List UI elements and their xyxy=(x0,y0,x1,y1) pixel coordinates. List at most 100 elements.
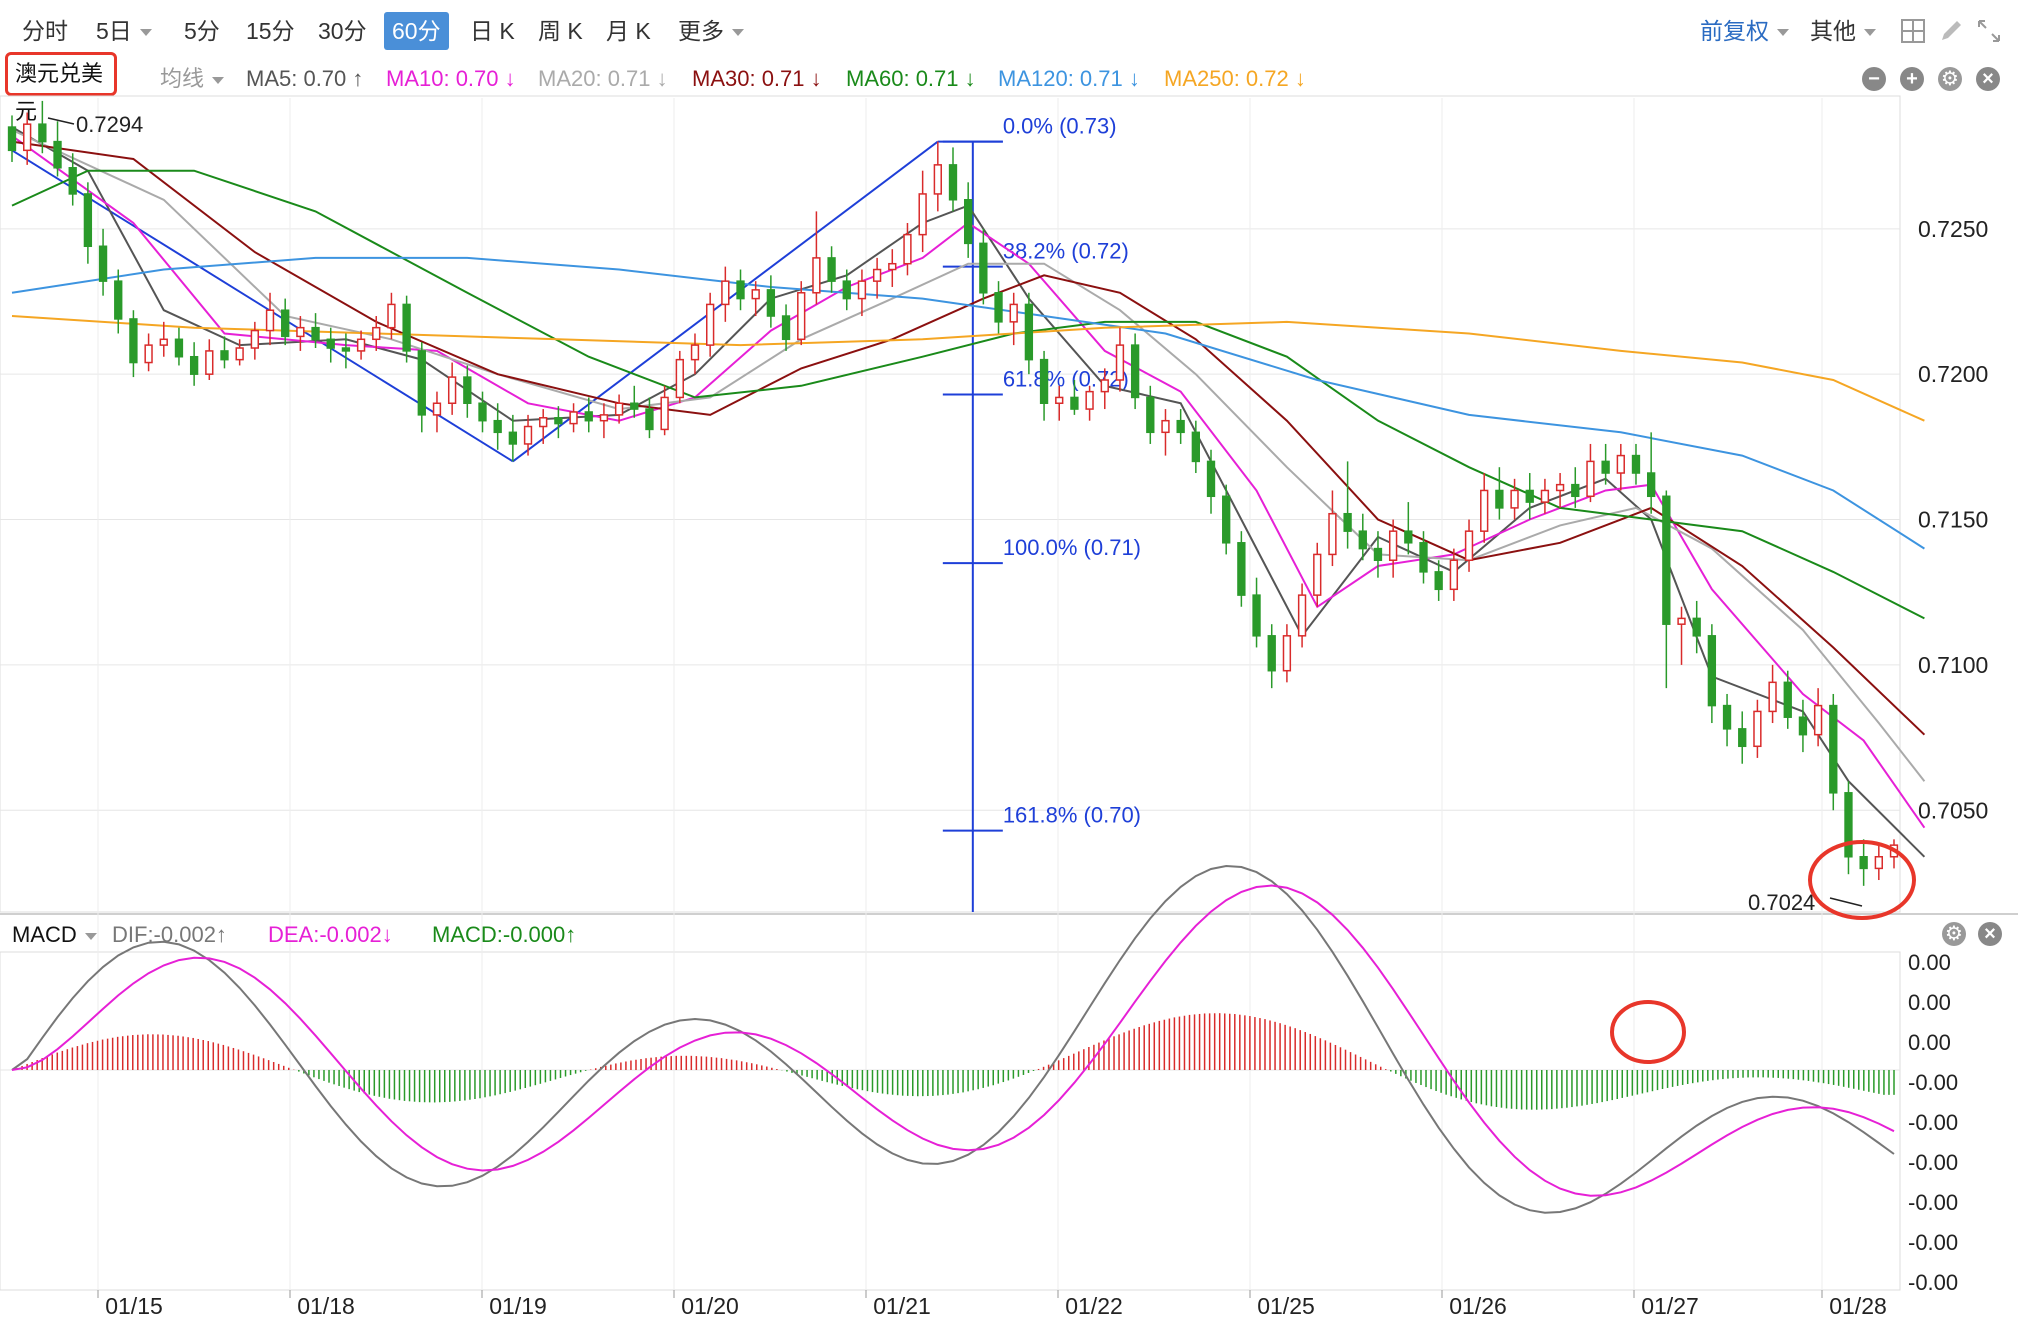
candle-body xyxy=(1267,635,1276,672)
high-price-label: 0.7294 xyxy=(76,112,143,137)
candle-body xyxy=(144,344,153,364)
time-tick-label: 01/15 xyxy=(105,1293,163,1319)
avg-line-dropdown[interactable]: 均线 xyxy=(160,64,225,94)
price-axis: 0.7250 0.7200 0.7150 0.7100 0.7050 xyxy=(1918,216,1988,823)
candle-body xyxy=(1358,530,1367,550)
candle-body xyxy=(250,329,260,349)
candle-body xyxy=(797,292,806,341)
close-icon[interactable]: × xyxy=(1976,67,2000,91)
macd-tick-label: -0.00 xyxy=(1908,1230,1958,1255)
candle-body xyxy=(38,123,47,143)
candle-body xyxy=(569,411,578,425)
candle-body xyxy=(721,280,730,306)
fib-level-label: 100.0% (0.71) xyxy=(1003,535,1141,560)
macd-legend-item: MACD:-0.000↑ xyxy=(432,922,577,947)
candle-body xyxy=(1146,396,1155,434)
candle-body xyxy=(736,280,745,300)
candle-body xyxy=(1540,489,1550,503)
candle-body xyxy=(53,140,62,169)
tab-6[interactable]: 日 K xyxy=(464,12,521,50)
chevron-down-icon xyxy=(1777,29,1789,37)
time-tick-label: 01/19 xyxy=(489,1293,547,1319)
candle-body xyxy=(1313,553,1322,596)
ma-legend-item: MA250: 0.72 ↓ xyxy=(1164,66,1306,91)
fibonacci-retracement: 0.0% (0.73)38.2% (0.72)61.8% (0.72)100.0… xyxy=(942,114,1141,912)
candle-body xyxy=(1464,530,1474,561)
candle-body xyxy=(766,289,776,317)
candle-body xyxy=(1373,547,1383,561)
candle-body xyxy=(174,338,184,358)
tab-0[interactable]: 分时 xyxy=(16,12,74,50)
candle-body xyxy=(1844,792,1853,858)
candle-body xyxy=(948,164,958,201)
moving-average-lines xyxy=(11,126,1926,858)
price-tick-label: 0.7100 xyxy=(1918,652,1988,678)
time-axis: 01/15 01/18 01/19 01/20 01/21 01/22 01/25 01/26… xyxy=(97,1290,1887,1319)
tab-2[interactable]: 5分 xyxy=(178,12,226,50)
candle-body xyxy=(1161,419,1170,434)
candle-body xyxy=(1297,594,1307,637)
candle-body xyxy=(1677,617,1686,625)
tab-1[interactable]: 5日 xyxy=(90,12,158,50)
candle-body xyxy=(1100,379,1109,393)
candle-body xyxy=(402,303,411,352)
candle-body xyxy=(1783,681,1792,718)
candle-body xyxy=(235,347,244,361)
candle-body xyxy=(1404,530,1413,544)
macd-tick-label: -0.00 xyxy=(1908,1150,1958,1175)
candle-body xyxy=(1829,704,1838,794)
pen-icon[interactable] xyxy=(1938,18,1964,44)
currency-pair-label[interactable]: 澳元兑美元 xyxy=(5,52,117,124)
candle-body xyxy=(1722,704,1732,730)
macd-tick-label: -0.00 xyxy=(1908,1110,1958,1135)
candle-body xyxy=(1738,728,1747,748)
tab-3[interactable]: 15分 xyxy=(240,12,301,50)
candle-body xyxy=(1601,460,1610,474)
time-tick-label: 01/21 xyxy=(873,1293,931,1319)
layout-icon[interactable] xyxy=(1900,18,1926,44)
fullscreen-icon[interactable] xyxy=(1976,18,2002,44)
ma-legend-item: MA20: 0.71 ↓ xyxy=(538,66,668,91)
macd-tick-label: 0.00 xyxy=(1908,950,1951,975)
gear-icon[interactable]: ⚙ xyxy=(1938,67,1962,91)
macd-frame xyxy=(0,951,1901,1291)
candle-body xyxy=(508,431,518,445)
candle-body xyxy=(23,123,32,152)
candle-body xyxy=(872,268,882,282)
add-icon[interactable]: + xyxy=(1900,67,1924,91)
tab-label: 5分 xyxy=(184,18,220,44)
candle-body xyxy=(842,280,851,300)
other-dropdown[interactable]: 其他 xyxy=(1810,12,1876,50)
close-icon[interactable]: × xyxy=(1978,922,2002,946)
tab-7[interactable]: 周 K xyxy=(532,12,589,50)
candle-body xyxy=(1525,489,1534,503)
candle-body xyxy=(296,326,305,338)
candle-body xyxy=(1282,635,1292,672)
tab-label: 60分 xyxy=(392,18,441,44)
tab-4[interactable]: 30分 xyxy=(312,12,373,50)
time-tick-label: 01/18 xyxy=(297,1293,355,1319)
price-tick-label: 0.7150 xyxy=(1918,507,1988,533)
trend-lines xyxy=(11,140,1003,463)
tab-9[interactable]: 更多 xyxy=(672,12,750,50)
chevron-down-icon xyxy=(212,76,225,84)
adjust-dropdown[interactable]: 前复权 xyxy=(1700,12,1789,50)
chevron-down-icon xyxy=(732,29,744,37)
candle-body xyxy=(933,164,942,195)
candle-body xyxy=(888,262,897,271)
tab-5[interactable]: 60分 xyxy=(384,12,449,50)
time-tick-label: 01/20 xyxy=(681,1293,739,1319)
macd-indicator-dropdown[interactable]: MACD xyxy=(12,920,97,950)
ma-legend-item: MA60: 0.71 ↓ xyxy=(846,66,976,91)
candle-body xyxy=(645,408,654,431)
tab-label: 5日 xyxy=(96,18,132,44)
gear-icon[interactable]: ⚙ xyxy=(1942,922,1966,946)
candle-body xyxy=(1768,681,1777,713)
minimize-icon[interactable]: − xyxy=(1862,67,1886,91)
macd-legend-item: DEA:-0.002↓ xyxy=(268,922,393,947)
candle-body xyxy=(918,193,927,236)
candle-body xyxy=(1480,489,1489,532)
tab-8[interactable]: 月 K xyxy=(600,12,657,50)
macd-legend-item: DIF:-0.002↑ xyxy=(112,922,227,947)
